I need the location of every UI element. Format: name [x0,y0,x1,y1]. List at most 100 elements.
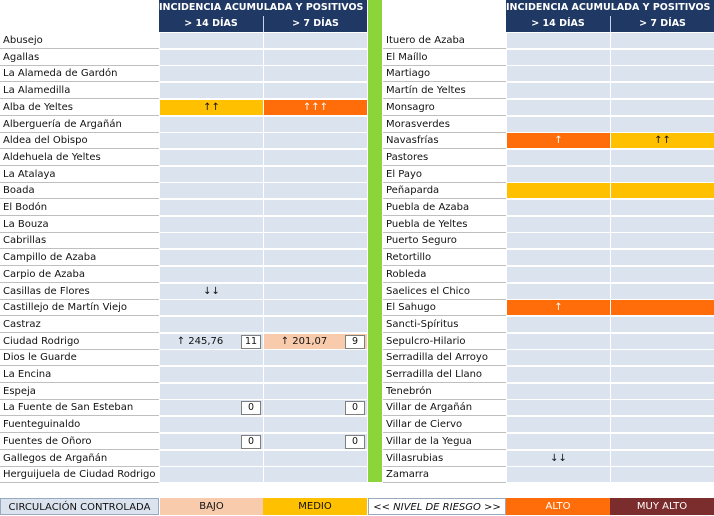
value-14-days: ↑↑ [159,99,263,116]
value-7-days [610,200,714,216]
municipality-name: Monsagro [383,99,506,116]
table-row: Fuentes de Oñoro 0 0 [0,433,367,450]
value-14-days [506,266,610,283]
table-row: Alberguería de Argañán [0,116,367,133]
value-7-days [610,149,714,166]
left-header-7-days: > 7 DÍAS [263,16,367,32]
value-7-days [263,200,367,216]
municipality-name: Boada [0,183,159,200]
value-14-days [159,33,263,49]
municipality-name: El Maíllo [383,49,506,66]
value-14-days [506,467,610,484]
table-row: Fuenteguinaldo [0,417,367,434]
municipality-name: Dios le Guarde [0,350,159,367]
value-14-days [159,200,263,216]
table-row: Villar de la Yegua [383,433,714,450]
value-7-days [610,66,714,83]
value-14-days [506,350,610,367]
value-14-days [506,400,610,417]
table-row: La Alamedilla [0,83,367,100]
value-14-days [506,99,610,116]
table-row: Ituero de Azaba [383,33,714,49]
municipality-name: Herguijuela de Ciudad Rodrigo [0,467,159,484]
value-7-days: ↑ 201,07 9 [263,333,367,350]
municipality-name: Villar de Ciervo [383,417,506,434]
table-row: Abusejo [0,33,367,49]
municipality-name: Puerto Seguro [383,233,506,250]
positives-count-box: 0 [345,401,365,416]
value-7-days [610,99,714,116]
value-14-days [506,33,610,49]
legend-nivel-de-riesgo: << NIVEL DE RIESGO >> [368,498,506,515]
table-row: La Alameda de Gardón [0,66,367,83]
municipality-name: Pastores [383,149,506,166]
value-7-days [610,467,714,484]
table-row: Martiago [383,66,714,83]
municipality-name: Tenebrón [383,383,506,400]
table-row: Robleda [383,266,714,283]
municipality-name: Martín de Yeltes [383,83,506,100]
value-14-days [159,450,263,467]
municipality-name: Retortillo [383,250,506,267]
municipality-name: Aldea del Obispo [0,133,159,150]
municipality-name: Zamarra [383,467,506,484]
value-14-days [159,233,263,250]
value-14-days [159,316,263,333]
value-7-days [263,250,367,267]
value-7-days [263,350,367,367]
value-14-days [506,183,610,200]
value-14-days: ↓↓ [506,450,610,467]
table-row: Aldehuela de Yeltes [0,149,367,166]
table-row: El Sahugo ↑ [383,300,714,317]
value-7-days [263,367,367,383]
positives-count-box: 11 [241,334,261,349]
municipality-name: La Atalaya [0,166,159,183]
value-14-days [159,417,263,434]
value-7-days [610,250,714,267]
table-row: Morasverdes [383,116,714,133]
value-14-days [506,149,610,166]
value-14-days [159,133,263,150]
trend-value: ↑↑ [654,135,671,147]
table-row: Villasrubias ↓↓ [383,450,714,467]
value-7-days: 0 [263,400,367,417]
municipality-name: Sancti-Spíritus [383,316,506,333]
table-row: Pastores [383,149,714,166]
value-7-days [263,116,367,133]
table-row: Villar de Ciervo [383,417,714,434]
positives-count-box: 0 [241,434,261,449]
value-14-days [506,250,610,267]
value-7-days [263,149,367,166]
value-7-days [610,233,714,250]
value-14-days: ↑ [506,300,610,317]
value-14-days [506,233,610,250]
table-row: Sancti-Spíritus [383,316,714,333]
value-14-days [506,216,610,233]
table-row: Castillejo de Martín Viejo [0,300,367,317]
table-row: Serradilla del Arroyo [383,350,714,367]
legend-muy-alto: MUY ALTO [610,498,714,515]
table-row: Navasfrías ↑ ↑↑ [383,133,714,150]
municipality-name: El Bodón [0,200,159,216]
table-row: El Maíllo [383,49,714,66]
value-7-days [263,266,367,283]
table-row: Zamarra [383,467,714,484]
municipality-name: Castraz [0,316,159,333]
value-7-days [263,83,367,100]
table-row: Gallegos de Argañán [0,450,367,467]
municipality-name: La Bouza [0,216,159,233]
table-row: Ciudad Rodrigo ↑ 245,76 11 ↑ 201,07 9 [0,333,367,350]
municipality-name: Puebla de Azaba [383,200,506,216]
municipality-name: Fuenteguinaldo [0,417,159,434]
left-header-14-days: > 14 DÍAS [159,16,263,32]
table-row: Campillo de Azaba [0,250,367,267]
value-7-days [610,266,714,283]
municipality-name: El Payo [383,166,506,183]
value-7-days [610,83,714,100]
value-7-days [610,116,714,133]
municipality-name: Abusejo [0,33,159,49]
value-14-days [159,300,263,317]
legend-medio: MEDIO [263,498,367,515]
value-7-days [610,316,714,333]
value-7-days: ↑↑ [610,133,714,150]
